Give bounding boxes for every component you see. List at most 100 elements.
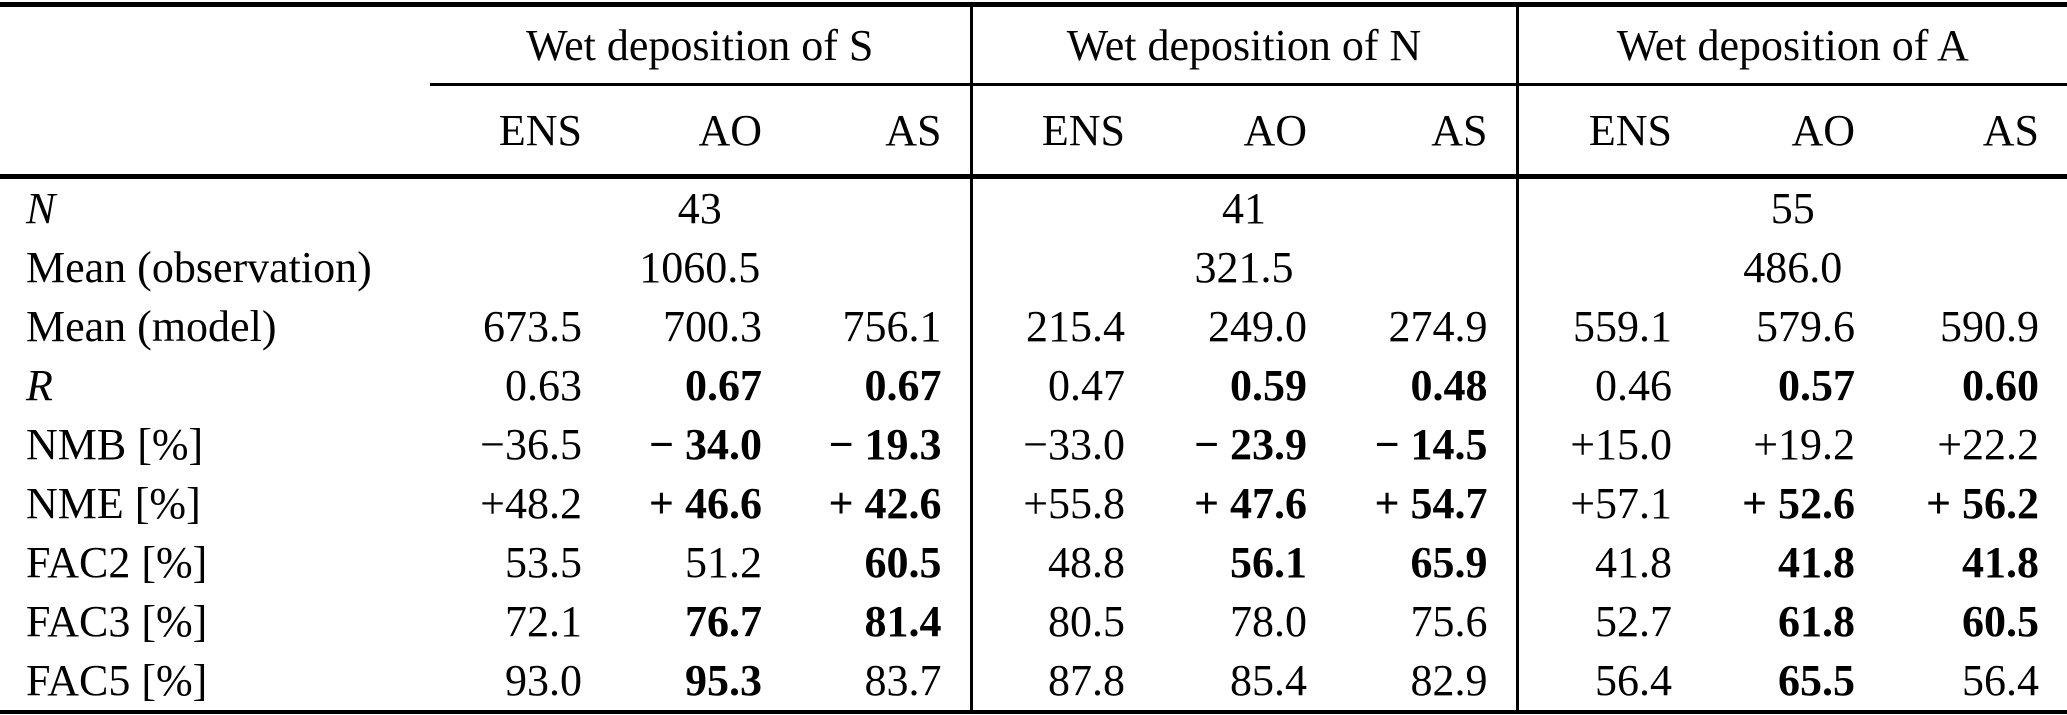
data-cell: − 34.0 <box>648 420 762 469</box>
data-cell: 80.5 <box>969 592 1154 651</box>
data-cell: 56.4 <box>1515 651 1701 712</box>
data-cell: 41.8 <box>1778 538 1856 587</box>
data-cell: 81.4 <box>864 597 942 646</box>
subheader-cell: AO <box>610 84 790 179</box>
data-cell: 41 <box>969 176 1518 238</box>
data-cell: 1060.5 <box>639 243 761 292</box>
row-label-cell: FAC3 [%] <box>26 597 208 646</box>
data-cell: 0.48 <box>1410 361 1488 410</box>
data-cell: + 56.2 <box>1925 479 2040 528</box>
data-cell: 0.57 <box>1778 361 1856 410</box>
data-cell: 78.0 <box>1230 597 1308 646</box>
data-cell: 83.7 <box>864 656 942 705</box>
data-cell: 76.7 <box>685 597 762 646</box>
data-cell: 65.5 <box>1778 656 1856 705</box>
data-cell: +48.2 <box>480 479 582 528</box>
data-cell: 65.9 <box>1410 538 1488 587</box>
data-cell: 51.2 <box>685 538 762 587</box>
row-label-cell: FAC5 [%] <box>26 656 208 705</box>
table-header: Wet deposition of S Wet deposition of N We… <box>0 4 2067 179</box>
data-cell: 0.59 <box>1230 361 1308 410</box>
subheader-cell: AO <box>1700 84 1884 179</box>
data-cell: 0.67 <box>685 361 762 410</box>
data-cell: + 47.6 <box>1193 479 1308 528</box>
data-cell: 41.8 <box>1962 538 2040 587</box>
data-cell: + 42.6 <box>828 479 942 528</box>
data-cell: 55 <box>1515 176 2067 238</box>
data-cell: 82.9 <box>1410 656 1488 705</box>
table-row: NMB [%] −36.5 − 34.0 − 19.3 −33.0 − 23.9 − 14.… <box>0 415 2067 474</box>
data-cell: +57.1 <box>1515 474 1701 533</box>
row-label-cell: FAC2 [%] <box>26 538 208 587</box>
data-cell: 56.1 <box>1230 538 1308 587</box>
subheader-cell: ENS <box>430 84 610 179</box>
group-title-cell: Wet deposition of N <box>969 4 1518 86</box>
data-cell: 0.63 <box>505 361 582 410</box>
subheader-cell: ENS <box>1515 84 1701 179</box>
data-cell: 700.3 <box>663 302 762 351</box>
table-row: NME [%] +48.2 + 46.6 + 42.6 +55.8 + 47.6 + 54.… <box>0 474 2067 533</box>
data-cell: 93.0 <box>505 656 582 705</box>
table-row: FAC3 [%] 72.1 76.7 81.4 80.5 78.0 75.6 52.7 61.8… <box>0 592 2067 651</box>
data-cell: 60.5 <box>864 538 942 587</box>
data-cell: 72.1 <box>505 597 582 646</box>
data-cell: − 19.3 <box>828 420 942 469</box>
data-cell: 0.67 <box>864 361 942 410</box>
data-cell: 0.60 <box>1962 361 2040 410</box>
data-cell: 85.4 <box>1230 656 1308 705</box>
data-cell: 0.47 <box>969 356 1154 415</box>
data-cell: 215.4 <box>969 297 1154 356</box>
subheader-cell: ENS <box>969 84 1154 179</box>
data-cell: 48.8 <box>969 533 1154 592</box>
data-cell: 0.46 <box>1515 356 1701 415</box>
table-row: Mean (observation) 1060.5 321.5 486.0 <box>0 238 2067 297</box>
row-label-cell: Mean (observation) <box>26 243 372 292</box>
data-cell: −36.5 <box>480 420 582 469</box>
data-cell: 756.1 <box>842 302 942 351</box>
data-cell: +55.8 <box>969 474 1154 533</box>
table-row: FAC2 [%] 53.5 51.2 60.5 48.8 56.1 65.9 41.8 41.8… <box>0 533 2067 592</box>
data-cell: 274.9 <box>1388 302 1488 351</box>
data-cell: + 52.6 <box>1741 479 1856 528</box>
data-cell: 75.6 <box>1410 597 1488 646</box>
subheader-cell: AS <box>1335 84 1518 179</box>
data-cell: 579.6 <box>1756 302 1856 351</box>
corner-blank-cell <box>0 5 430 85</box>
data-cell: − 23.9 <box>1193 420 1308 469</box>
data-cell: 43 <box>677 184 722 233</box>
row-label-cell: N <box>26 184 56 233</box>
subheader-cell: AO <box>1153 84 1336 179</box>
data-cell: 486.0 <box>1515 238 2067 297</box>
table-row: FAC5 [%] 93.0 95.3 83.7 87.8 85.4 82.9 56.4 65.5… <box>0 651 2067 712</box>
data-cell: + 46.6 <box>648 479 762 528</box>
data-cell: 60.5 <box>1962 597 2040 646</box>
data-cell: 41.8 <box>1515 533 1701 592</box>
data-cell: − 14.5 <box>1374 420 1488 469</box>
data-cell: 95.3 <box>685 656 762 705</box>
group-title-cell: Wet deposition of S <box>430 4 972 86</box>
data-cell: 53.5 <box>505 538 582 587</box>
data-cell: −33.0 <box>969 415 1154 474</box>
table-row: R 0.63 0.67 0.67 0.47 0.59 0.48 0.46 0.57 0.60 <box>0 356 2067 415</box>
table-row: Mean (model) 673.5 700.3 756.1 215.4 249.0 274… <box>0 297 2067 356</box>
data-cell: 673.5 <box>483 302 582 351</box>
group-title-cell: Wet deposition of A <box>1515 4 2067 86</box>
table-row: N 43 41 55 <box>0 176 2067 238</box>
row-label-cell: Mean (model) <box>26 302 277 351</box>
data-cell: 61.8 <box>1778 597 1856 646</box>
data-cell: 590.9 <box>1940 302 2040 351</box>
row-label-cell: NME [%] <box>26 479 201 528</box>
subheader-cell: AS <box>790 84 972 179</box>
data-cell: 559.1 <box>1515 297 1701 356</box>
data-cell: 321.5 <box>969 238 1518 297</box>
table-body: N 43 41 55 Mean (observation) 1060.5 321.5 486.… <box>0 176 2067 712</box>
row-label-cell: NMB [%] <box>26 420 204 469</box>
data-cell: 56.4 <box>1962 656 2040 705</box>
data-cell: 87.8 <box>969 651 1154 712</box>
data-cell: +19.2 <box>1753 420 1856 469</box>
data-cell: 249.0 <box>1208 302 1308 351</box>
data-cell: 52.7 <box>1515 592 1701 651</box>
data-cell: + 54.7 <box>1374 479 1488 528</box>
